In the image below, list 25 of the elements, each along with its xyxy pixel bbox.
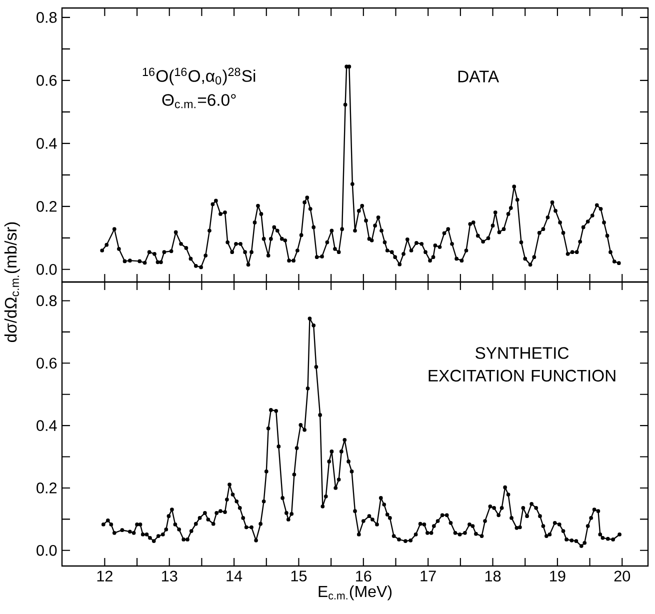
x-tick-label: 19 [550,570,566,582]
annotation: SYNTHETIC EXCITATION FUNCTION [428,347,616,382]
x-tick-label: 16 [356,570,372,582]
x-tick-label: 13 [162,570,178,582]
y-tick-label: 0.0 [36,544,57,556]
y-tick-label: 0.8 [36,12,57,23]
y-tick-label: 0.0 [36,264,57,275]
y-tick-label: 0.6 [36,75,57,86]
y-tick-label: 0.8 [36,295,57,306]
x-tick-label: 20 [614,570,630,582]
x-tick-label: 18 [485,570,501,582]
x-tick-label: 14 [226,570,242,582]
x-tick-label: 17 [420,570,436,582]
annotation: Θ$_{c.m.}$=6.0° [162,94,236,108]
x-tick-label: 15 [291,570,307,582]
y-tick-label: 0.2 [36,482,57,494]
annotation: $^{16}$O($^{16}$O,α$_{0}$)$^{28}$Si [142,68,256,86]
y-tick-label: 0.6 [36,358,57,369]
x-tick-label: 12 [97,570,112,582]
x-axis-title: E$_{c.m.}$(MeV) [318,585,392,600]
y-tick-label: 0.2 [36,200,57,212]
y-tick-label: 0.4 [36,420,57,431]
annotation: DATA [458,70,500,82]
y-tick-label: 0.4 [36,138,57,149]
y-axis-title: dσ/dΩ$_{c.m.}$(mb/sr) [4,222,20,342]
